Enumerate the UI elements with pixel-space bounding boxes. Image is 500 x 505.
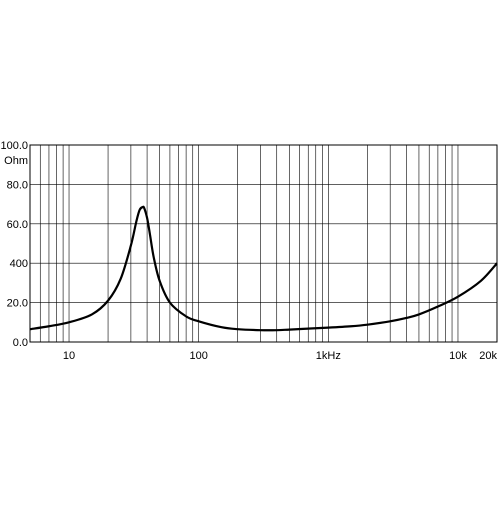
y-tick-label: 0.0: [13, 337, 28, 349]
y-unit-label: Ohm: [4, 155, 28, 167]
x-tick-label: 20k: [479, 350, 497, 362]
x-tick-label: 10k: [449, 350, 467, 362]
y-tick-label: 100.0: [0, 140, 28, 152]
y-tick-label: 80.0: [7, 179, 28, 191]
x-tick-labels: 10 100 1kHz 10k 20k: [63, 350, 498, 362]
y-tick-label: 20.0: [7, 298, 28, 310]
x-tick-label: 10: [63, 350, 75, 362]
plot-border: [29, 144, 498, 343]
plot-frame: [29, 144, 498, 343]
x-tick-label: 100: [189, 350, 207, 362]
impedance-curve: [29, 205, 498, 332]
x-tick-label: 1kHz: [316, 350, 341, 362]
series-layer: [29, 205, 498, 332]
y-tick-label: 60.0: [7, 219, 28, 231]
y-tick-labels: 0.0 20.0 400 60.0 80.0 100.0: [0, 140, 28, 349]
y-tick-label: 400: [10, 258, 28, 270]
